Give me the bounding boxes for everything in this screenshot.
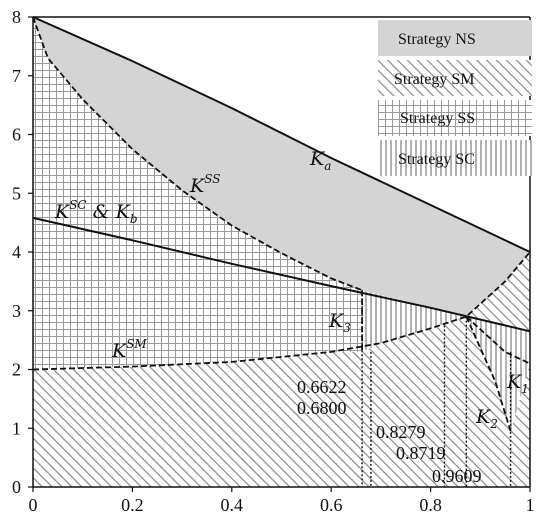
x-tick-label: 0.6 [320, 495, 343, 515]
regions [33, 17, 530, 487]
y-tick-label: 2 [12, 360, 21, 380]
legend-swatch-ss [378, 100, 532, 136]
y-tick-label: 1 [12, 418, 21, 438]
x-tick-label: 0.2 [121, 495, 144, 515]
y-tick-label: 3 [12, 301, 21, 321]
y-tick-label: 4 [12, 242, 21, 262]
legend-label-ss: Strategy SS [400, 110, 475, 127]
legend-label-sc: Strategy SC [398, 151, 475, 168]
legend-swatch-ns [378, 20, 532, 56]
y-tick-label: 8 [12, 7, 21, 27]
x-tick-label: 1 [526, 495, 535, 515]
annotation-0-8279: 0.8279 [376, 422, 426, 442]
annotation-0-8719: 0.8719 [396, 443, 446, 463]
legend-label-ns: Strategy NS [398, 31, 476, 48]
annotation-0-6622: 0.6622 [297, 377, 347, 397]
x-tick-label: 0 [29, 495, 38, 515]
curve-labels: Ka KSS KSC & Kb KSM K3 K2 K1 [54, 148, 529, 431]
region-strategy-sm [33, 252, 530, 487]
curve-ksm [32, 251, 531, 371]
annotation-0-6800: 0.6800 [297, 398, 347, 418]
curve-k2 [465, 316, 512, 432]
label-ka: Ka [309, 148, 331, 173]
label-k1: K1 [506, 371, 529, 396]
annotation-0-9609: 0.9609 [432, 466, 482, 486]
label-kss: KSS [189, 172, 220, 197]
label-ksc-kb: KSC & Kb [54, 198, 138, 226]
legend-swatch-sc [378, 140, 532, 176]
label-k2: K2 [475, 406, 498, 431]
annotations: 0.6622 0.6800 0.8279 0.8719 0.9609 [297, 377, 482, 486]
region-strategy-ns [33, 17, 530, 317]
curves [32, 16, 531, 432]
x-tick-label: 0.4 [221, 495, 244, 515]
label-k3: K3 [328, 310, 351, 335]
y-tick-label: 6 [12, 125, 21, 145]
y-tick-label: 7 [12, 66, 21, 86]
curve-ksc-kb [32, 216, 531, 333]
y-tick-label: 5 [12, 183, 21, 203]
curve-ka [32, 16, 531, 253]
x-ticks: 0 0.2 0.4 0.6 0.8 1 [29, 487, 535, 515]
region-strategy-sc [362, 290, 530, 432]
region-strategy-ss [33, 17, 363, 370]
y-ticks: 0 1 2 3 4 5 6 7 8 [12, 7, 33, 497]
label-ksm: KSM [111, 337, 147, 362]
reference-lines [361, 290, 512, 487]
legend-label-sm: Strategy SM [394, 71, 474, 88]
curve-kss [32, 16, 363, 292]
x-tick-label: 0.8 [419, 495, 442, 515]
y-tick-label: 0 [12, 477, 21, 497]
legend-swatch-sm [378, 60, 532, 96]
legend: Strategy NS Strategy SM Strategy SS Stra… [378, 20, 532, 176]
